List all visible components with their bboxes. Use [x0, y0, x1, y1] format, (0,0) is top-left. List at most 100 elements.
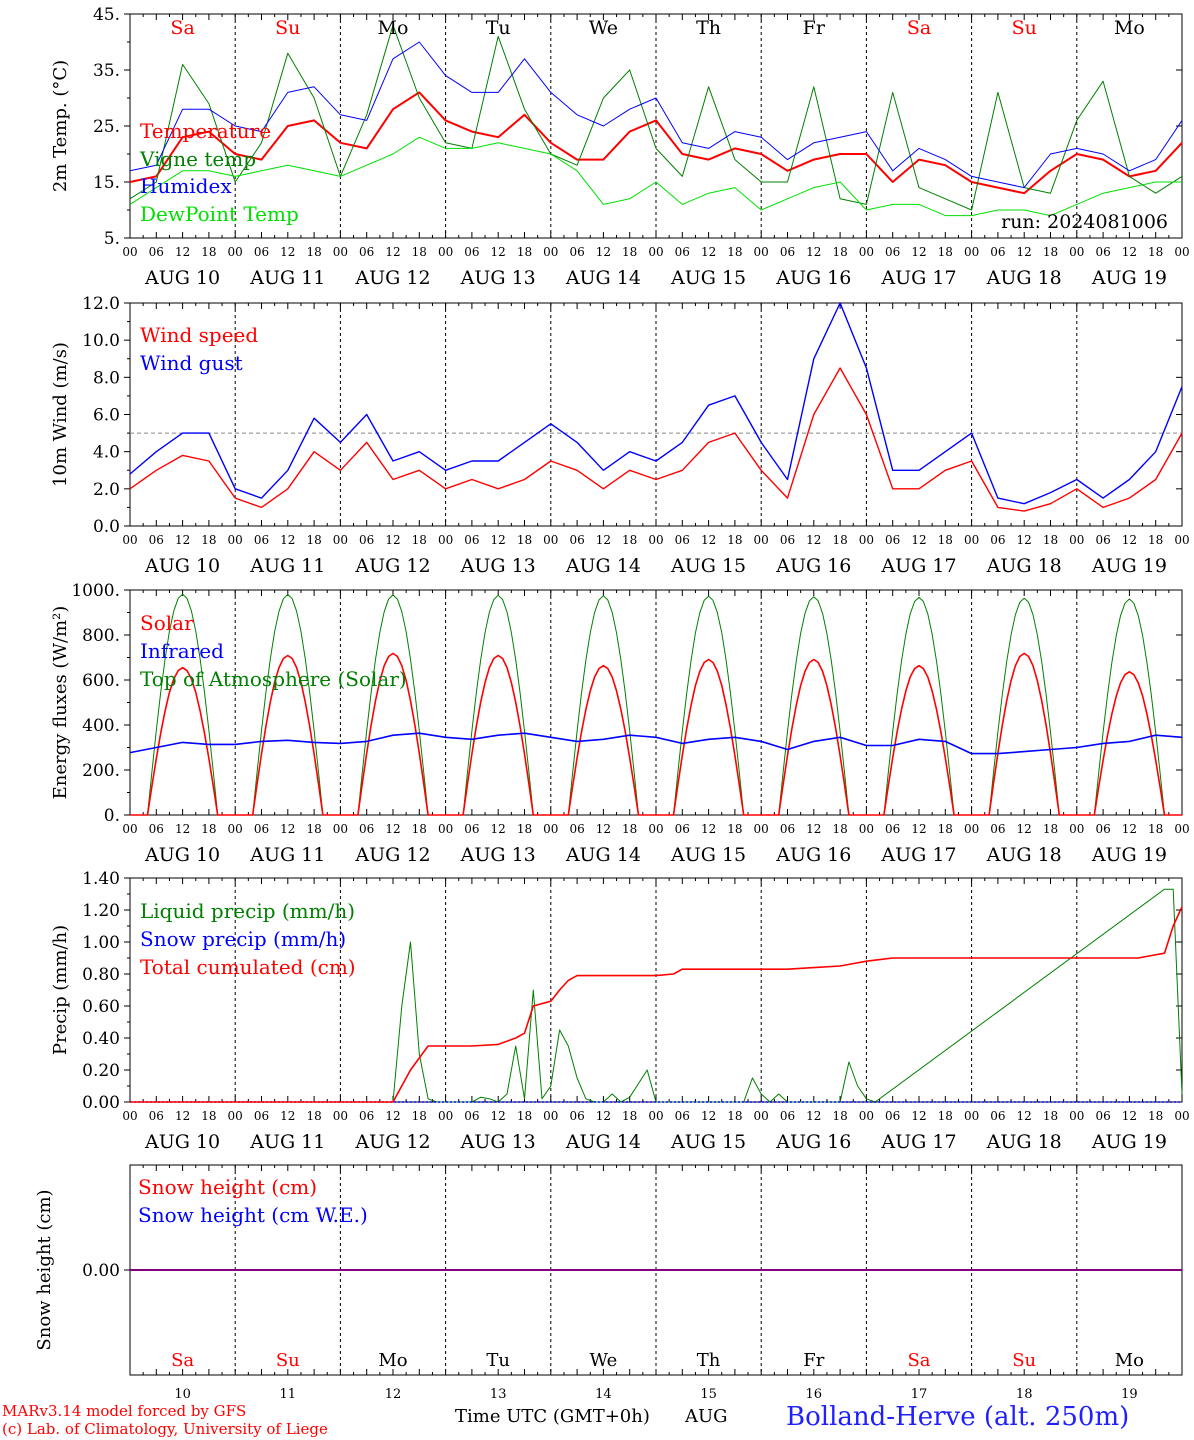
hour-tick-label: 18 [938, 245, 953, 259]
hour-tick-label: 06 [149, 245, 164, 259]
day-name-label: Mo [378, 1350, 407, 1371]
legend-humidex: Humidex [140, 174, 232, 198]
hour-tick-label: 06 [149, 1109, 164, 1123]
hour-tick-label: 00 [754, 1109, 769, 1123]
y-tick-label: 400. [82, 716, 120, 736]
hour-tick-label: 18 [727, 533, 742, 547]
hour-tick-label: 06 [675, 533, 690, 547]
hour-tick-label: 00 [228, 245, 243, 259]
hour-tick-label: 12 [280, 1109, 295, 1123]
hour-tick-label: 12 [806, 822, 821, 836]
y-tick-label: 15. [93, 173, 120, 193]
hour-tick-label: 00 [1174, 822, 1189, 836]
hour-tick-label: 18 [1043, 1109, 1058, 1123]
date-label: AUG 12 [354, 267, 430, 289]
hour-tick-label: 06 [990, 533, 1005, 547]
legend-temperature: Temperature [140, 119, 271, 143]
date-label: AUG 16 [775, 267, 851, 289]
day-number-label: 13 [490, 1387, 507, 1402]
hour-tick-label: 06 [359, 533, 374, 547]
hour-tick-label: 06 [990, 1109, 1005, 1123]
hour-tick-label: 12 [280, 533, 295, 547]
hour-tick-label: 00 [122, 1109, 137, 1123]
y-tick-label: 0.0 [93, 517, 120, 537]
hour-tick-label: 00 [1174, 245, 1189, 259]
hour-tick-label: 06 [464, 533, 479, 547]
hour-tick-label: 12 [806, 533, 821, 547]
y-tick-label: 12.0 [82, 294, 120, 314]
hour-tick-label: 12 [701, 822, 716, 836]
hour-tick-label: 18 [412, 1109, 427, 1123]
hour-tick-label: 00 [1069, 822, 1084, 836]
hour-tick-label: 06 [254, 533, 269, 547]
legend-wind-gust: Wind gust [140, 351, 243, 375]
y-tick-label: 45. [93, 5, 120, 25]
hour-tick-label: 12 [701, 1109, 716, 1123]
hour-tick-label: 18 [306, 1109, 321, 1123]
series-wind-gust [129, 302, 1183, 505]
month-label: AUG [685, 1406, 728, 1427]
hour-tick-label: 18 [832, 245, 847, 259]
hour-tick-label: 06 [569, 1109, 584, 1123]
date-label: AUG 10 [144, 267, 220, 289]
day-name-label: Su [1012, 17, 1037, 39]
hour-tick-label: 00 [754, 533, 769, 547]
day-name-label: Sa [907, 17, 931, 39]
date-label: AUG 15 [670, 844, 746, 866]
hour-tick-label: 18 [517, 245, 532, 259]
hour-tick-label: 12 [806, 1109, 821, 1123]
hour-tick-label: 18 [832, 533, 847, 547]
y-axis-title-5: Snow height (cm) [34, 1189, 55, 1350]
hour-tick-label: 06 [885, 245, 900, 259]
day-name-label: We [589, 17, 618, 39]
hour-tick-label: 18 [727, 245, 742, 259]
hour-tick-label: 18 [832, 1109, 847, 1123]
hour-tick-label: 12 [596, 533, 611, 547]
date-label: AUG 17 [880, 267, 956, 289]
station-label: Bolland-Herve (alt. 250m) [786, 1402, 1130, 1432]
y-axis-title-4: Precip (mm/h) [50, 925, 71, 1055]
hour-tick-label: 00 [333, 822, 348, 836]
hour-tick-label: 12 [1017, 822, 1032, 836]
date-label: AUG 11 [249, 267, 325, 289]
model-credit: MARv3.14 model forced by GFS [2, 1402, 247, 1420]
series-humidex [129, 41, 1183, 189]
date-label: AUG 19 [1091, 844, 1167, 866]
day-name-label: Mo [378, 17, 409, 39]
hour-tick-label: 00 [1069, 1109, 1084, 1123]
legend-top-of-atmosphere-solar-: Top of Atmosphere (Solar) [140, 667, 407, 691]
hour-tick-label: 06 [990, 822, 1005, 836]
y-axis-title-1: 2m Temp. (°C) [50, 60, 71, 192]
hour-tick-label: 00 [438, 1109, 453, 1123]
hour-tick-label: 12 [385, 245, 400, 259]
legend-solar: Solar [140, 611, 194, 635]
day-name-label: Th [696, 17, 721, 39]
date-label: AUG 10 [144, 844, 220, 866]
hour-tick-label: 06 [254, 1109, 269, 1123]
panel-frame-3 [129, 589, 1183, 816]
date-label: AUG 12 [354, 844, 430, 866]
date-label: AUG 12 [354, 1131, 430, 1153]
date-label: AUG 17 [880, 1131, 956, 1153]
date-label: AUG 16 [775, 844, 851, 866]
day-name-label: Fr [803, 1350, 824, 1371]
hour-tick-label: 00 [1069, 245, 1084, 259]
day-number-label: 11 [280, 1387, 297, 1402]
hour-tick-label: 12 [175, 822, 190, 836]
hour-tick-label: 18 [727, 822, 742, 836]
hour-tick-label: 00 [122, 822, 137, 836]
legend-snow-height-cm-w-e-: Snow height (cm W.E.) [138, 1203, 368, 1227]
hour-tick-label: 00 [228, 533, 243, 547]
date-label: AUG 16 [775, 1131, 851, 1153]
series-dewpoint-temp [129, 136, 1182, 217]
hour-tick-label: 00 [859, 822, 874, 836]
hour-tick-label: 00 [122, 245, 137, 259]
hour-tick-label: 12 [280, 822, 295, 836]
hour-tick-label: 00 [648, 245, 663, 259]
date-label: AUG 18 [986, 267, 1062, 289]
hour-tick-label: 00 [754, 822, 769, 836]
day-name-label: Sa [170, 17, 194, 39]
hour-tick-label: 12 [385, 822, 400, 836]
hour-tick-label: 00 [228, 822, 243, 836]
